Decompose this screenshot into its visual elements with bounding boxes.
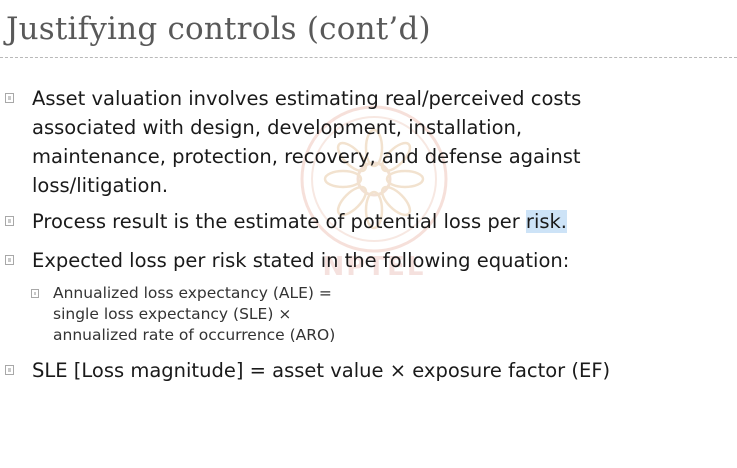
bullet-expected-loss: Expected loss per risk stated in the fol… bbox=[5, 246, 722, 275]
bullet-marker-icon bbox=[5, 216, 14, 226]
selected-text-highlight: risk. bbox=[525, 210, 568, 233]
bullet-text: Process result is the estimate of potent… bbox=[32, 210, 526, 233]
bullet-text: Expected loss per risk stated in the fol… bbox=[32, 249, 570, 272]
nptel-watermark-logo: NPTEL bbox=[276, 104, 472, 294]
bullet-marker-icon bbox=[5, 255, 14, 265]
bullet-line: loss/litigation. bbox=[32, 174, 169, 197]
bullet-line: associated with design, development, ins… bbox=[32, 116, 523, 139]
bullet-marker-icon bbox=[31, 289, 39, 298]
bullet-marker-icon bbox=[5, 365, 14, 375]
bullet-line: Asset valuation involves estimating real… bbox=[32, 87, 582, 110]
slide-title: Justifying controls (cont’d) bbox=[6, 11, 431, 47]
watermark-text: NPTEL bbox=[322, 252, 426, 282]
sub-bullet-line: Annualized loss expectancy (ALE) = bbox=[53, 284, 332, 302]
bullet-asset-valuation: Asset valuation involves estimating real… bbox=[5, 84, 722, 200]
bullet-marker-icon bbox=[5, 93, 14, 103]
sub-bullet-line: annualized rate of occurrence (ARO) bbox=[53, 326, 336, 344]
bullet-line: maintenance, protection, recovery, and d… bbox=[32, 145, 581, 168]
sub-bullet-ale-equation: Annualized loss expectancy (ALE) = singl… bbox=[31, 283, 737, 346]
bullet-process-result: Process result is the estimate of potent… bbox=[5, 207, 722, 236]
bullet-sle-equation: SLE [Loss magnitude] = asset value × exp… bbox=[5, 356, 722, 385]
sub-bullet-line: single loss expectancy (SLE) × bbox=[53, 305, 292, 323]
title-divider bbox=[0, 57, 737, 58]
bullet-text: SLE [Loss magnitude] = asset value × exp… bbox=[32, 359, 611, 382]
watermark-emblem-icon bbox=[300, 105, 448, 253]
